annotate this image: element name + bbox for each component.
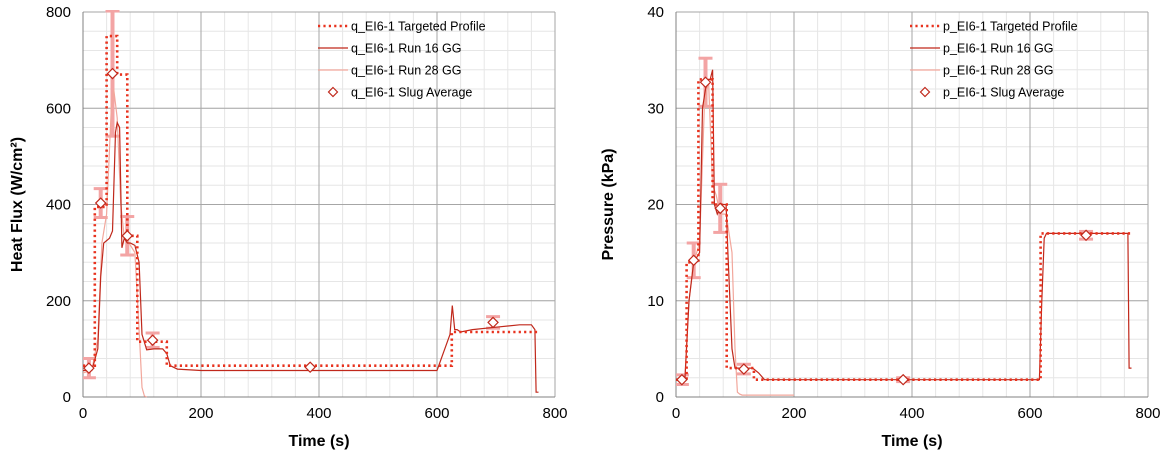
y-tick-label: 600 xyxy=(46,100,71,117)
x-axis-title: Time (s) xyxy=(288,433,349,450)
legend-label: p_EI6-1 Run 28 GG xyxy=(943,64,1053,78)
slug-average-marker xyxy=(738,363,750,375)
legend-label: q_EI6-1 Run 28 GG xyxy=(351,64,461,78)
heat-flux-chart: 0 200 400 600 800 0 200 400 600 800 Time (s) Heat F… xyxy=(9,4,568,450)
series-layer xyxy=(83,10,539,398)
slug-average-marker xyxy=(1080,229,1092,242)
series-line-targeted xyxy=(676,78,1132,381)
slug-average-marker xyxy=(83,362,95,374)
x-tick-label: 0 xyxy=(79,405,87,422)
legend-swatch-marker xyxy=(919,86,931,98)
legend-swatch-marker xyxy=(327,86,339,98)
y-axis-title: Heat Flux (W/cm²) xyxy=(9,137,26,272)
slug-average-marker xyxy=(106,67,119,80)
x-axis-title: Time (s) xyxy=(881,433,942,450)
slug-average-marker xyxy=(94,197,107,209)
legend: p_EI6-1 Targeted Profile p_EI6-1 Run 16 G… xyxy=(910,20,1078,100)
x-tick-label: 600 xyxy=(424,405,449,422)
slug-average-marker xyxy=(304,361,316,374)
legend-label: p_EI6-1 Slug Average xyxy=(943,86,1064,100)
slug-average-marker xyxy=(897,373,909,386)
legend-label: q_EI6-1 Targeted Profile xyxy=(351,20,486,34)
slug-average-marker xyxy=(687,254,700,267)
y-tick-label: 800 xyxy=(46,4,71,21)
slug-average-marker xyxy=(146,334,159,347)
x-tick-label: 400 xyxy=(899,405,924,422)
x-tick-label: 800 xyxy=(1135,405,1160,422)
y-tick-label: 0 xyxy=(656,389,664,406)
legend-label: p_EI6-1 Targeted Profile xyxy=(943,20,1078,34)
slug-average-marker xyxy=(699,76,712,89)
slug-average-marker xyxy=(121,229,134,242)
x-tick-label: 600 xyxy=(1017,405,1042,422)
x-tick-label: 200 xyxy=(781,405,806,422)
y-tick-label: 30 xyxy=(647,100,664,117)
legend-label: q_EI6-1 Slug Average xyxy=(351,86,472,100)
series-layer xyxy=(676,56,1132,396)
pressure-chart: 0 200 400 600 800 0 10 20 30 40 Time (s) Pressure (… xyxy=(600,4,1161,450)
slug-average-marker xyxy=(487,316,499,329)
y-tick-label: 0 xyxy=(63,389,71,406)
y-tick-label: 200 xyxy=(46,293,71,310)
x-tick-label: 200 xyxy=(188,405,213,422)
slug-average-marker xyxy=(676,373,688,386)
y-tick-label: 10 xyxy=(647,293,664,310)
y-tick-label: 40 xyxy=(647,4,664,21)
y-tick-label: 400 xyxy=(46,197,71,214)
series-line-targeted xyxy=(83,34,539,367)
y-tick-label: 20 xyxy=(647,197,664,214)
x-tick-label: 800 xyxy=(542,405,567,422)
legend: q_EI6-1 Targeted Profile q_EI6-1 Run 16 G… xyxy=(318,20,486,100)
legend-label: q_EI6-1 Run 16 GG xyxy=(351,42,461,56)
x-tick-label: 0 xyxy=(672,405,680,422)
y-axis-title: Pressure (kPa) xyxy=(600,148,617,260)
x-tick-label: 400 xyxy=(306,405,331,422)
legend-label: p_EI6-1 Run 16 GG xyxy=(943,42,1053,56)
slug-average-marker xyxy=(714,202,727,215)
